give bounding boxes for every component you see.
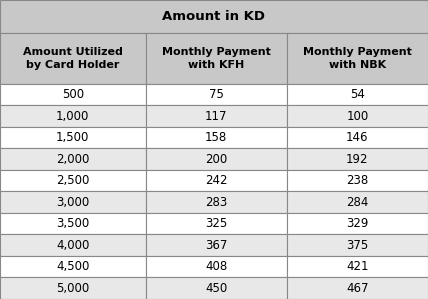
Bar (287, 170, 428, 191)
Bar (0, 277, 146, 299)
Bar (287, 105, 428, 127)
Bar (287, 234, 428, 256)
Bar (146, 105, 287, 127)
Text: 75: 75 (209, 88, 223, 101)
Bar (0, 191, 146, 213)
Text: 1,500: 1,500 (56, 131, 89, 144)
Bar (287, 277, 428, 299)
Text: 2,000: 2,000 (56, 152, 89, 166)
Text: 375: 375 (346, 239, 369, 252)
Bar (146, 170, 287, 191)
Text: 284: 284 (346, 196, 369, 209)
Bar (0, 148, 146, 170)
Bar (287, 191, 428, 213)
Text: 408: 408 (205, 260, 227, 273)
Text: 367: 367 (205, 239, 227, 252)
Bar (287, 256, 428, 277)
Bar (0, 213, 146, 234)
Bar (146, 234, 287, 256)
Bar (146, 127, 287, 148)
Text: 100: 100 (346, 109, 369, 123)
Bar (146, 148, 287, 170)
Text: 467: 467 (346, 282, 369, 295)
Text: 2,500: 2,500 (56, 174, 89, 187)
Text: 3,000: 3,000 (56, 196, 89, 209)
Text: 5,000: 5,000 (56, 282, 89, 295)
Bar (0, 170, 146, 191)
Text: 4,000: 4,000 (56, 239, 89, 252)
Bar (287, 213, 428, 234)
Bar (146, 33, 287, 84)
Text: Amount Utilized
by Card Holder: Amount Utilized by Card Holder (23, 48, 123, 70)
Text: 158: 158 (205, 131, 227, 144)
Bar (287, 148, 428, 170)
Text: 242: 242 (205, 174, 227, 187)
Bar (146, 256, 287, 277)
Bar (146, 277, 287, 299)
Text: 54: 54 (350, 88, 365, 101)
Text: 329: 329 (346, 217, 369, 230)
Text: 200: 200 (205, 152, 227, 166)
Text: 3,500: 3,500 (56, 217, 89, 230)
Text: Monthly Payment
with NBK: Monthly Payment with NBK (303, 48, 412, 70)
Bar (0, 0, 428, 33)
Bar (0, 105, 146, 127)
Text: 1,000: 1,000 (56, 109, 89, 123)
Text: 500: 500 (62, 88, 84, 101)
Bar (146, 213, 287, 234)
Text: 4,500: 4,500 (56, 260, 89, 273)
Text: Monthly Payment
with KFH: Monthly Payment with KFH (162, 48, 270, 70)
Text: 192: 192 (346, 152, 369, 166)
Bar (146, 191, 287, 213)
Bar (287, 127, 428, 148)
Bar (0, 256, 146, 277)
Text: 238: 238 (346, 174, 369, 187)
Text: 117: 117 (205, 109, 227, 123)
Bar (146, 84, 287, 105)
Bar (0, 84, 146, 105)
Bar (0, 234, 146, 256)
Text: 421: 421 (346, 260, 369, 273)
Bar (0, 33, 146, 84)
Text: 450: 450 (205, 282, 227, 295)
Bar (287, 84, 428, 105)
Text: 146: 146 (346, 131, 369, 144)
Bar (0, 127, 146, 148)
Text: 325: 325 (205, 217, 227, 230)
Bar (287, 33, 428, 84)
Text: Amount in KD: Amount in KD (163, 10, 265, 23)
Text: 283: 283 (205, 196, 227, 209)
